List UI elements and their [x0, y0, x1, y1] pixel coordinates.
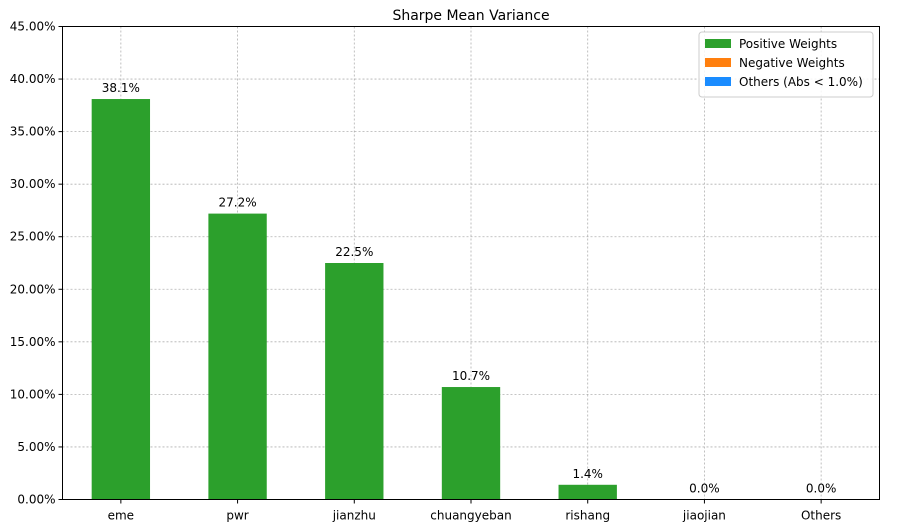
bar-eme — [91, 99, 151, 500]
bar-jianzhu — [325, 263, 384, 500]
y-tick-label: 35.00% — [10, 125, 56, 139]
data-label-chuangyeban: 10.7% — [452, 369, 490, 383]
x-tick-label-rishang: rishang — [565, 509, 610, 523]
y-tick-label: 45.00% — [10, 20, 56, 34]
x-tick-label-chuangyeban: chuangyeban — [430, 509, 511, 523]
legend-entry-label: Negative Weights — [739, 56, 845, 70]
bar-chuangyeban — [441, 387, 501, 500]
data-label-jianzhu: 22.5% — [335, 245, 373, 259]
bar-rishang — [558, 484, 617, 500]
plot-frame — [62, 26, 880, 500]
y-tick-label: 40.00% — [10, 72, 56, 86]
y-tick-label: 0.00% — [17, 493, 55, 507]
data-label-others: 0.0% — [806, 482, 837, 496]
y-tick-label: 5.00% — [17, 440, 55, 454]
legend-box — [698, 31, 874, 98]
bar-pwr — [208, 213, 267, 500]
y-tick-label: 20.00% — [10, 282, 56, 296]
chart-title: Sharpe Mean Variance — [392, 8, 549, 24]
x-axis: eme pwr jianzhu chuangyeban rishang jiaojian O… — [108, 499, 841, 523]
data-label-eme: 38.1% — [102, 81, 140, 95]
data-label-jiaojian: 0.0% — [689, 482, 720, 496]
x-tick-label-eme: eme — [108, 509, 134, 523]
x-tick-label-jiaojian: jiaojian — [682, 509, 726, 523]
legend-entry-label: Positive Weights — [739, 37, 837, 51]
legend: Positive Weights Negative Weights Others (… — [698, 31, 874, 98]
y-axis: 0.00% 5.00% 10.00% 15.00% 20.00% 25.00% 30.00%… — [10, 20, 63, 507]
legend-swatch — [705, 58, 731, 67]
y-tick-label: 25.00% — [10, 230, 56, 244]
data-label-pwr: 27.2% — [219, 196, 257, 210]
x-tick-label-jianzhu: jianzhu — [332, 509, 376, 523]
data-label-rishang: 1.4% — [572, 467, 603, 481]
legend-swatch — [705, 39, 731, 48]
legend-swatch — [705, 77, 731, 86]
y-tick-label: 15.00% — [10, 335, 56, 349]
y-tick-label: 30.00% — [10, 177, 56, 191]
x-tick-label-others: Others — [801, 509, 841, 523]
y-tick-label: 10.00% — [10, 387, 56, 401]
x-tick-label-pwr: pwr — [226, 509, 248, 523]
bars-layer — [91, 99, 617, 500]
legend-entry-label: Others (Abs < 1.0%) — [739, 75, 863, 89]
bar-labels-layer: 38.1% 27.2% 22.5% 10.7% 1.4% 0.0% 0.0% — [102, 81, 837, 495]
